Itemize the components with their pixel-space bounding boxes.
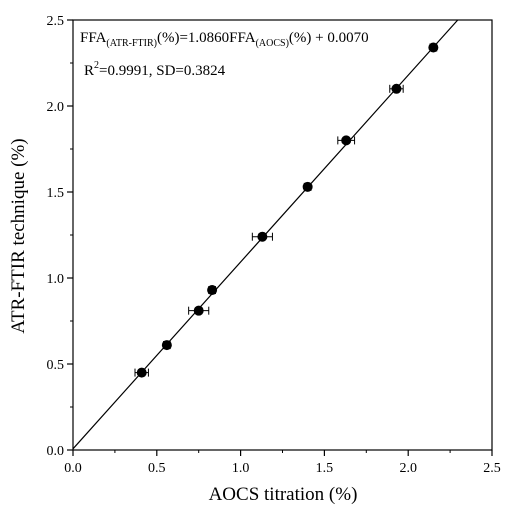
- data-point: [207, 285, 218, 296]
- plot-frame: [72, 19, 493, 451]
- x-tick-label: 1.5: [316, 461, 334, 476]
- stats-r-sup: 2: [94, 60, 99, 71]
- data-point: [257, 231, 268, 242]
- data-point-group: [302, 181, 313, 192]
- eq-mid: (%)=1.0860FFA: [157, 30, 256, 46]
- data-point: [161, 340, 172, 351]
- data-point-group: [161, 340, 172, 351]
- y-tick-label: 2.0: [47, 100, 65, 115]
- stats-rest: =0.9991, SD=0.3824: [99, 63, 226, 79]
- data-point: [428, 42, 439, 53]
- y-axis-title: ATR-FTIR technique (%): [8, 138, 29, 333]
- x-tick-label: 0.0: [64, 461, 82, 476]
- data-point-group: [251, 231, 273, 242]
- eq-mid-sub: (AOCS): [256, 38, 289, 49]
- eq-rhs: (%) + 0.0070: [289, 30, 369, 46]
- y-tick-label: 2.5: [47, 14, 65, 29]
- data-point-group: [207, 285, 218, 296]
- data-point-group: [134, 367, 149, 378]
- regression-equation: FFA(ATR-FTIR)(%)=1.0860FFA(AOCS)(%) + 0.…: [80, 30, 369, 49]
- y-tick-label: 0.0: [47, 444, 65, 459]
- x-tick-label: 1.0: [232, 461, 250, 476]
- data-point-group: [337, 135, 356, 146]
- y-tick-label: 0.5: [47, 358, 65, 373]
- ticks: 0.0 0.5 1.0 1.5 2.0 2.5 0.0 0.5 1.0 1.5 2.0 2.5: [47, 14, 501, 476]
- y-tick-label: 1.0: [47, 272, 65, 287]
- stats-r: R: [84, 63, 94, 79]
- data-point: [302, 181, 313, 192]
- x-tick-label: 2.0: [399, 461, 417, 476]
- x-tick-label: 2.5: [483, 461, 501, 476]
- data-point: [391, 83, 402, 94]
- data-point: [341, 135, 352, 146]
- y-tick-label: 1.5: [47, 186, 65, 201]
- regression-stats: R2=0.9991, SD=0.3824: [84, 60, 226, 79]
- data-point: [193, 305, 204, 316]
- eq-lhs-sub: (ATR-FTIR): [106, 38, 157, 49]
- data-point-group: [188, 305, 210, 316]
- data-point-group: [389, 83, 404, 94]
- x-axis-title: AOCS titration (%): [209, 484, 358, 505]
- data-point-group: [428, 42, 439, 53]
- data-point: [136, 367, 147, 378]
- x-tick-label: 0.5: [148, 461, 166, 476]
- data-points: [134, 42, 439, 378]
- eq-lhs: FFA: [80, 30, 107, 46]
- axes: [72, 19, 493, 451]
